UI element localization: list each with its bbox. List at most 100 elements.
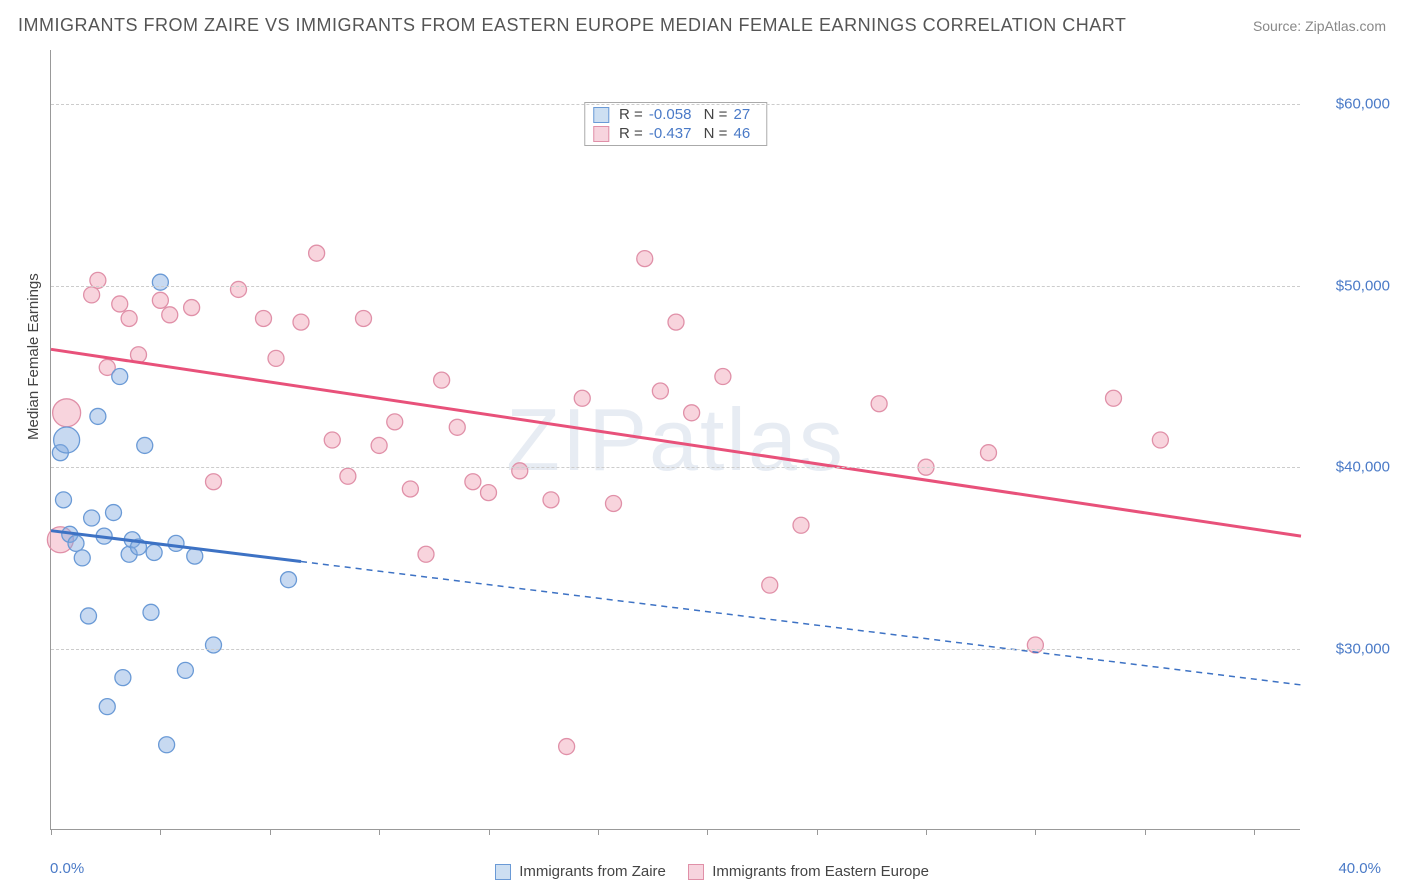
scatter-point xyxy=(637,251,653,267)
r-value-eeurope: -0.437 xyxy=(649,125,692,142)
scatter-point xyxy=(268,350,284,366)
y-tick-label: $60,000 xyxy=(1310,96,1390,113)
regression-line-dash-zaire xyxy=(301,562,1301,685)
scatter-point xyxy=(559,739,575,755)
scatter-point xyxy=(162,307,178,323)
scatter-point xyxy=(281,572,297,588)
x-tick xyxy=(926,829,927,835)
scatter-point xyxy=(84,287,100,303)
plot-area: ZIPatlas R = -0.058 N = 27 R = -0.437 N … xyxy=(50,50,1300,830)
scatter-point xyxy=(793,517,809,533)
scatter-point xyxy=(309,245,325,261)
scatter-point xyxy=(159,737,175,753)
scatter-point xyxy=(152,292,168,308)
scatter-point xyxy=(340,468,356,484)
scatter-point xyxy=(871,396,887,412)
scatter-point xyxy=(106,505,122,521)
legend-swatch-zaire-bottom xyxy=(495,864,511,880)
legend-swatch-eeurope xyxy=(593,126,609,142)
r-label: R = xyxy=(619,125,643,142)
n-label: N = xyxy=(704,125,728,142)
scatter-point xyxy=(512,463,528,479)
gridline xyxy=(51,104,1300,105)
scatter-point xyxy=(53,399,81,427)
n-value-zaire: 27 xyxy=(734,106,751,123)
scatter-point xyxy=(481,485,497,501)
scatter-point xyxy=(143,604,159,620)
n-value-eeurope: 46 xyxy=(734,125,751,142)
scatter-point xyxy=(418,546,434,562)
chart-title: IMMIGRANTS FROM ZAIRE VS IMMIGRANTS FROM… xyxy=(18,15,1126,36)
n-label: N = xyxy=(704,106,728,123)
scatter-point xyxy=(74,550,90,566)
y-tick-label: $50,000 xyxy=(1310,277,1390,294)
legend-swatch-zaire xyxy=(593,107,609,123)
gridline xyxy=(51,467,1300,468)
legend-row-zaire: R = -0.058 N = 27 xyxy=(593,105,758,124)
scatter-point xyxy=(402,481,418,497)
scatter-point xyxy=(652,383,668,399)
scatter-point xyxy=(90,408,106,424)
scatter-point xyxy=(84,510,100,526)
x-tick xyxy=(1254,829,1255,835)
regression-line-eastern_europe xyxy=(51,349,1301,536)
scatter-point xyxy=(387,414,403,430)
scatter-point xyxy=(81,608,97,624)
y-tick-label: $40,000 xyxy=(1310,459,1390,476)
legend-label-eeurope: Immigrants from Eastern Europe xyxy=(712,863,929,880)
y-axis-label: Median Female Earnings xyxy=(25,273,42,440)
scatter-point xyxy=(434,372,450,388)
gridline xyxy=(51,649,1300,650)
scatter-point xyxy=(543,492,559,508)
scatter-point xyxy=(121,310,137,326)
x-tick xyxy=(1145,829,1146,835)
scatter-point xyxy=(152,274,168,290)
y-tick-label: $30,000 xyxy=(1310,640,1390,657)
x-tick xyxy=(51,829,52,835)
scatter-point xyxy=(715,369,731,385)
source-attribution: Source: ZipAtlas.com xyxy=(1253,18,1386,34)
scatter-point xyxy=(1152,432,1168,448)
scatter-point xyxy=(606,495,622,511)
scatter-point xyxy=(206,474,222,490)
scatter-point xyxy=(112,369,128,385)
scatter-point xyxy=(1027,637,1043,653)
scatter-point xyxy=(465,474,481,490)
scatter-point xyxy=(324,432,340,448)
scatter-point xyxy=(574,390,590,406)
scatter-point xyxy=(981,445,997,461)
gridline xyxy=(51,286,1300,287)
scatter-point xyxy=(684,405,700,421)
scatter-point xyxy=(56,492,72,508)
x-tick xyxy=(489,829,490,835)
r-value-zaire: -0.058 xyxy=(649,106,692,123)
scatter-point xyxy=(112,296,128,312)
scatter-plot-svg xyxy=(51,50,1300,829)
r-label: R = xyxy=(619,106,643,123)
legend-row-eeurope: R = -0.437 N = 46 xyxy=(593,124,758,143)
scatter-point xyxy=(1106,390,1122,406)
scatter-point xyxy=(293,314,309,330)
scatter-point xyxy=(668,314,684,330)
scatter-point xyxy=(762,577,778,593)
x-tick xyxy=(1035,829,1036,835)
x-tick xyxy=(817,829,818,835)
scatter-point xyxy=(146,544,162,560)
scatter-point xyxy=(206,637,222,653)
x-tick xyxy=(160,829,161,835)
scatter-point xyxy=(54,427,80,453)
scatter-point xyxy=(184,300,200,316)
scatter-point xyxy=(449,419,465,435)
x-tick xyxy=(707,829,708,835)
legend-label-zaire: Immigrants from Zaire xyxy=(519,863,666,880)
scatter-point xyxy=(168,535,184,551)
x-tick xyxy=(270,829,271,835)
x-tick xyxy=(379,829,380,835)
scatter-point xyxy=(177,662,193,678)
scatter-point xyxy=(115,670,131,686)
x-tick xyxy=(598,829,599,835)
scatter-point xyxy=(371,437,387,453)
correlation-legend: R = -0.058 N = 27 R = -0.437 N = 46 xyxy=(584,102,767,146)
scatter-point xyxy=(99,699,115,715)
scatter-point xyxy=(137,437,153,453)
